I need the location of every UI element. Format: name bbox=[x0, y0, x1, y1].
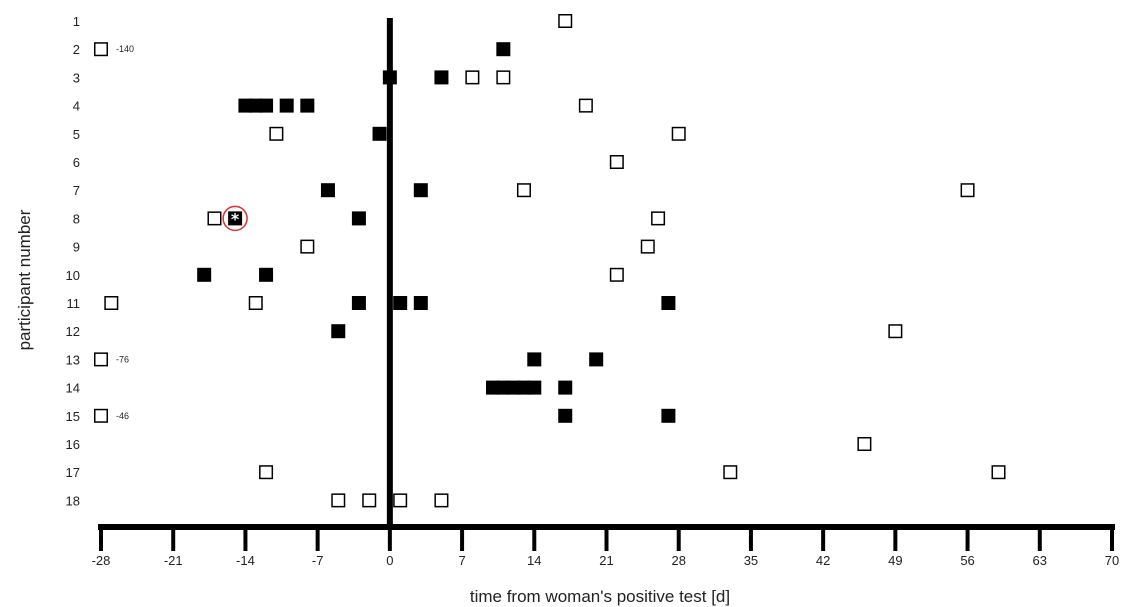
y-tick-label: 6 bbox=[73, 155, 80, 170]
y-tick-label: 7 bbox=[73, 183, 80, 198]
open-square-point bbox=[331, 493, 346, 508]
x-tick-label: 14 bbox=[527, 553, 541, 568]
open-square-point bbox=[516, 183, 531, 198]
open-square-point bbox=[609, 155, 624, 169]
filled-square-point bbox=[372, 126, 387, 141]
y-axis-title: participant number bbox=[15, 209, 34, 350]
open-square-point bbox=[207, 211, 222, 226]
filled-square-point bbox=[351, 211, 366, 226]
open-square-point bbox=[671, 126, 686, 141]
y-tick-label: 2 bbox=[73, 42, 80, 57]
y-tick-label: 4 bbox=[73, 99, 80, 114]
open-square-point bbox=[609, 267, 624, 282]
open-square-point bbox=[94, 42, 108, 57]
filled-square-point bbox=[434, 70, 449, 85]
open-square-point bbox=[269, 126, 284, 141]
open-square-point bbox=[496, 70, 511, 85]
x-tick-label: 0 bbox=[386, 553, 393, 568]
open-square-point bbox=[991, 465, 1006, 480]
axes: -28 -21 -14 -7 0 7 14 21 28 35 42 49 56 63 70123456789… bbox=[66, 14, 1120, 568]
filled-square-point bbox=[496, 42, 511, 57]
filled-square-point bbox=[413, 296, 428, 310]
open-square-point bbox=[651, 211, 666, 226]
highlight-circle bbox=[222, 205, 248, 232]
y-tick-label: 18 bbox=[66, 493, 80, 508]
filled-square-point bbox=[259, 98, 274, 113]
open-square-point bbox=[558, 14, 573, 28]
y-tick-label: 10 bbox=[66, 268, 80, 283]
x-tick-label: 35 bbox=[744, 553, 758, 568]
x-tick-label: 49 bbox=[888, 553, 902, 568]
out-of-range-annotation: -46 bbox=[116, 411, 129, 421]
open-square-point bbox=[465, 70, 480, 85]
filled-square-point bbox=[320, 183, 335, 198]
open-square-point bbox=[94, 352, 108, 367]
filled-square-point bbox=[589, 352, 604, 367]
open-square-point bbox=[94, 408, 108, 423]
y-tick-label: 16 bbox=[66, 437, 80, 452]
filled-square-point bbox=[558, 408, 573, 423]
open-square-point bbox=[723, 465, 738, 480]
y-tick-label: 1 bbox=[73, 14, 80, 29]
x-tick-label: 63 bbox=[1033, 553, 1047, 568]
y-tick-label: 8 bbox=[73, 211, 80, 226]
filled-square-point bbox=[351, 296, 366, 310]
y-tick-label: 14 bbox=[66, 381, 80, 396]
filled-square-point bbox=[259, 267, 274, 282]
open-square-point bbox=[434, 493, 449, 508]
y-tick-label: 3 bbox=[73, 70, 80, 85]
filled-square-point bbox=[413, 183, 428, 198]
y-tick-label: 9 bbox=[73, 240, 80, 255]
open-square-point bbox=[888, 324, 903, 339]
y-tick-label: 5 bbox=[73, 127, 80, 142]
x-tick-label: 21 bbox=[599, 553, 613, 568]
open-square-point bbox=[857, 437, 872, 451]
data-marks: * -140 -76 -46 bbox=[94, 14, 1006, 508]
open-square-point bbox=[362, 493, 377, 508]
y-tick-label: 12 bbox=[66, 324, 80, 339]
open-square-point bbox=[300, 239, 315, 254]
open-square-point bbox=[393, 493, 408, 508]
x-tick-label: 7 bbox=[458, 553, 465, 568]
filled-square-point bbox=[279, 98, 294, 113]
open-square-point bbox=[578, 98, 593, 113]
open-square-point bbox=[248, 296, 263, 310]
filled-square-point bbox=[661, 296, 676, 310]
x-tick-label: 56 bbox=[960, 553, 974, 568]
x-tick-label: 28 bbox=[671, 553, 685, 568]
out-of-range-annotation: -76 bbox=[116, 354, 129, 364]
filled-square-point bbox=[228, 211, 243, 226]
x-tick-label: -7 bbox=[312, 553, 324, 568]
x-tick-label: -14 bbox=[236, 553, 255, 568]
filled-square-point bbox=[393, 296, 408, 310]
y-tick-label: 13 bbox=[66, 352, 80, 367]
open-square-point bbox=[640, 239, 655, 254]
filled-square-point bbox=[661, 408, 676, 423]
x-axis-title: time from woman's positive test [d] bbox=[470, 587, 730, 606]
x-tick-label: -21 bbox=[164, 553, 183, 568]
filled-square-point bbox=[300, 98, 315, 113]
x-tick-label: 70 bbox=[1105, 553, 1119, 568]
filled-square-point bbox=[197, 267, 212, 282]
y-tick-label: 17 bbox=[66, 465, 80, 480]
filled-square-point bbox=[331, 324, 346, 339]
x-tick-label: -28 bbox=[92, 553, 111, 568]
y-tick-label: 11 bbox=[67, 296, 81, 311]
filled-square-point bbox=[527, 352, 542, 367]
out-of-range-annotation: -140 bbox=[116, 44, 134, 54]
open-square-point bbox=[259, 465, 274, 480]
filled-square-point bbox=[558, 380, 573, 395]
filled-square-point bbox=[527, 380, 542, 395]
y-tick-label: 15 bbox=[66, 409, 80, 424]
open-square-point bbox=[104, 296, 119, 310]
open-square-point bbox=[960, 183, 975, 198]
asterisk-icon: * bbox=[231, 209, 240, 228]
x-tick-label: 42 bbox=[816, 553, 830, 568]
